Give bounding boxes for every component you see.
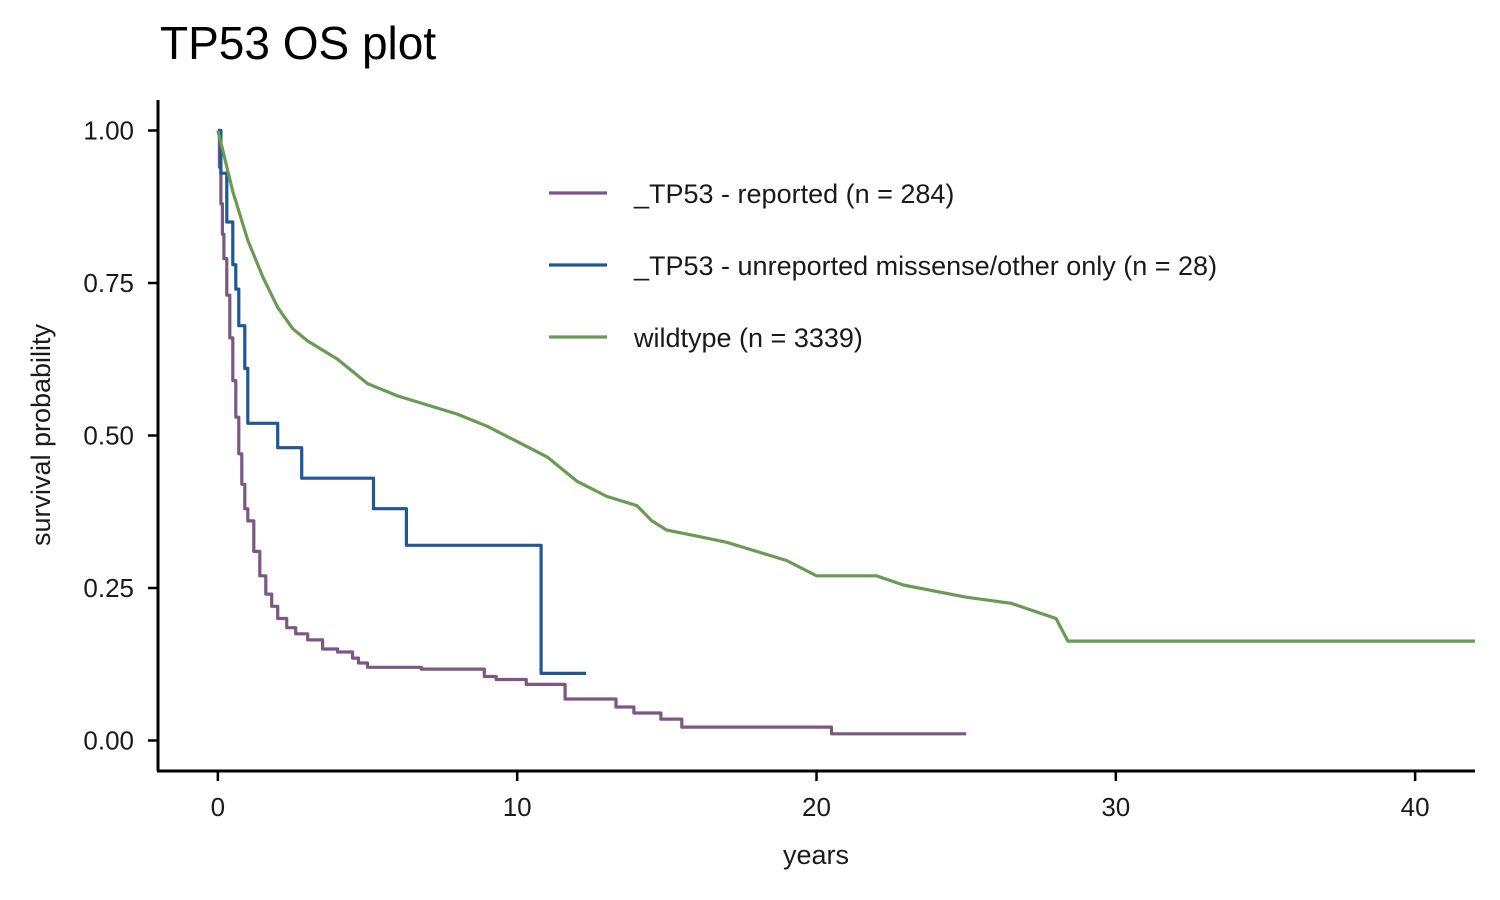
x-tick-label: 0 [211,792,225,822]
x-ticks: 0 10 20 30 40 [211,771,1430,822]
x-tick-label: 40 [1401,792,1430,822]
y-tick-label: 0.75 [83,268,134,298]
x-axis-label: years [783,840,849,870]
x-tick-label: 20 [802,792,831,822]
y-ticks: 0.00 0.25 0.50 0.75 1.00 [83,116,158,756]
legend-label-2: _TP53 - unreported missense/other only (… [633,251,1217,281]
survival-curves [216,128,1475,736]
series-line-2 [217,128,586,675]
y-tick-label: 0.50 [83,421,134,451]
series-line-3 [216,130,1475,643]
legend-label-1: _TP53 - reported (n = 284) [633,179,954,209]
x-tick-label: 30 [1101,792,1130,822]
legend-label-3: wildtype (n = 3339) [633,323,863,353]
y-tick-label: 0.00 [83,726,134,756]
y-tick-label: 1.00 [83,116,134,146]
y-axis-label: survival probability [26,323,56,546]
x-tick-label: 10 [503,792,532,822]
series-line-1 [217,128,967,736]
chart-title: TP53 OS plot [160,17,437,69]
legend: _TP53 - reported (n = 284) _TP53 - unrepo… [549,179,1217,353]
y-tick-label: 0.25 [83,573,134,603]
